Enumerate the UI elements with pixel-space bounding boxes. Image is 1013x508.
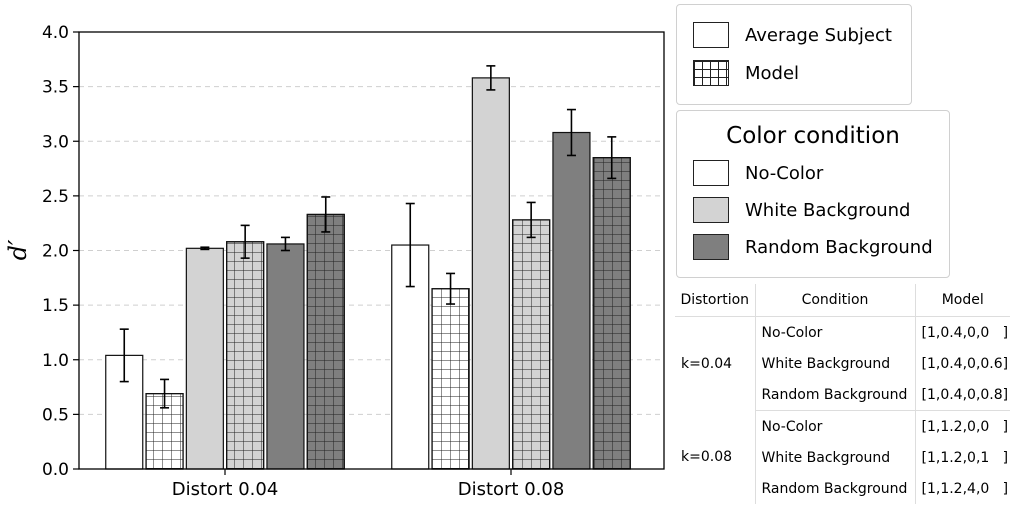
model-cell: [1,0.4,0,0.8] [915, 379, 1010, 411]
x-tick-label: Distort 0.04 [172, 479, 279, 500]
legend-item-model: Model [693, 57, 799, 89]
color-swatch-icon [693, 234, 729, 260]
distortion-cell: k=0.08 [675, 410, 756, 504]
y-tick-label: 1.0 [42, 351, 69, 371]
y-tick-label: 3.5 [42, 78, 69, 98]
y-tick-label: 2.0 [42, 242, 69, 262]
legend-item-white-background: White Background [693, 194, 910, 226]
model-parameter-table: Distortion Condition Model k=0.04 No-Col… [675, 284, 1010, 504]
table-row: k=0.08 No-Color [1,1.2,0,0 ] [675, 410, 1010, 504]
y-axis-label: d′ [4, 239, 32, 260]
table-row: White Background [1,1.2,0,1 ] [675, 442, 1010, 473]
grid-swatch-icon [693, 60, 729, 86]
bar-hatch [306, 213, 345, 470]
legend-label: Random Background [745, 236, 933, 258]
bar [185, 247, 224, 470]
color-swatch-icon [693, 160, 729, 186]
y-tick-label: 0.0 [42, 460, 69, 480]
table-header: Model [915, 284, 1010, 317]
table-header: Distortion [675, 284, 756, 317]
table-row: White Background [1,0.4,0,0.6] [675, 348, 1010, 379]
legend-title: Color condition [726, 123, 900, 149]
model-cell: [1,0.4,0,0.6] [921, 355, 1009, 372]
color-legend: Color condition No-Color White Backgroun… [676, 110, 950, 278]
bar-chart: 0.0 0.5 1.0 1.5 2.0 2.5 3.0 3.5 4.0 Distort 0.04 D… [4, 23, 665, 500]
distortion-cell: k=0.04 [675, 316, 756, 411]
model-cell: [1,1.2,4,0 ] [921, 480, 1009, 497]
plot-frame [78, 31, 665, 470]
bar [552, 131, 591, 470]
table-header: Condition [755, 284, 916, 317]
plain-swatch-icon [693, 22, 729, 48]
y-tick-label: 4.0 [42, 23, 69, 43]
model-cell: [1,1.2,0,0 ] [921, 418, 1009, 435]
x-tick-label: Distort 0.08 [458, 479, 565, 500]
source-legend: Average Subject Model [676, 4, 912, 105]
legend-item-random-background: Random Background [693, 231, 933, 263]
condition-cell: No-Color [755, 410, 916, 442]
bar-hatch [592, 157, 631, 470]
condition-cell: Random Background [755, 379, 916, 411]
bar-hatch [512, 219, 551, 470]
y-tick-label: 2.5 [42, 187, 69, 207]
legend-item-average-subject: Average Subject [693, 19, 892, 51]
bar [471, 77, 510, 470]
legend-label: White Background [745, 199, 911, 221]
condition-cell: No-Color [755, 316, 916, 348]
table-row: Random Background [1,1.2,4,0 ] [675, 473, 1010, 504]
legend-item-no-color: No-Color [693, 157, 823, 189]
bar-hatch [431, 288, 470, 470]
table-header-row: Distortion Condition Model [675, 284, 1010, 317]
y-tick-label: 1.5 [42, 296, 69, 316]
y-tick-label: 0.5 [42, 405, 69, 425]
table-row: k=0.04 No-Color [1,0.4,0,0 ] [675, 316, 1010, 411]
condition-cell: Random Background [755, 473, 916, 504]
legend-label: No-Color [745, 162, 824, 184]
table-row: Random Background [1,0.4,0,0.8] [675, 379, 1010, 411]
condition-cell: White Background [755, 442, 916, 473]
model-cell: [1,0.4,0,0 ] [921, 324, 1009, 341]
bar [266, 243, 305, 470]
y-tick-label: 3.0 [42, 132, 69, 152]
bar-hatch [226, 241, 265, 470]
legend-label: Average Subject [745, 24, 892, 46]
condition-cell: White Background [755, 348, 916, 379]
legend-label: Model [745, 62, 800, 84]
color-swatch-icon [693, 197, 729, 223]
model-cell: [1,1.2,0,1 ] [921, 449, 1009, 466]
